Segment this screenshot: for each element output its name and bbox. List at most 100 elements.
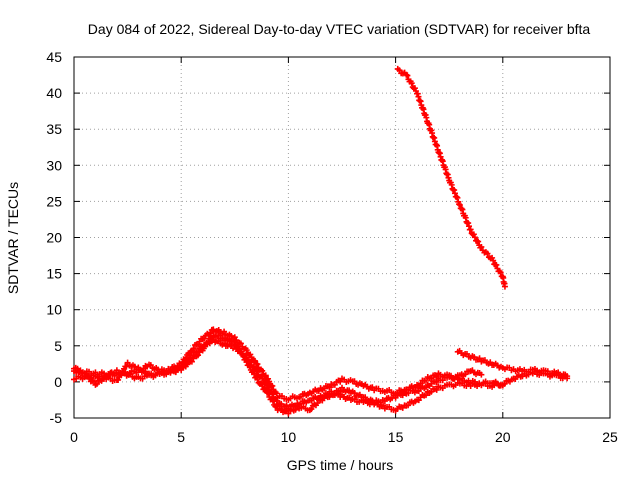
data-point bbox=[266, 378, 273, 385]
y-tick-label: 40 bbox=[46, 85, 62, 101]
x-tick-label: 10 bbox=[281, 429, 297, 445]
y-tick-label: -5 bbox=[50, 410, 63, 426]
data-point bbox=[243, 359, 250, 366]
data-point bbox=[195, 352, 202, 359]
data-point bbox=[262, 386, 269, 393]
data-point bbox=[476, 355, 483, 362]
data-point bbox=[454, 194, 461, 201]
data-point bbox=[456, 202, 463, 209]
data-point bbox=[200, 345, 207, 352]
x-tick-label: 5 bbox=[177, 429, 185, 445]
data-point bbox=[314, 400, 321, 407]
data-point bbox=[259, 383, 266, 390]
ticks bbox=[73, 56, 611, 419]
data-point bbox=[231, 337, 238, 344]
data-point bbox=[253, 367, 260, 374]
series-group bbox=[71, 65, 571, 417]
data-point bbox=[236, 345, 243, 352]
data-point bbox=[243, 347, 250, 354]
x-axis-label: GPS time / hours bbox=[287, 457, 394, 473]
data-point bbox=[497, 269, 504, 276]
series-track-d bbox=[454, 347, 571, 380]
data-point bbox=[201, 335, 208, 342]
data-point bbox=[283, 402, 290, 409]
data-point bbox=[470, 231, 477, 238]
data-point bbox=[269, 397, 276, 404]
data-point bbox=[484, 250, 491, 257]
data-point bbox=[411, 85, 418, 92]
y-tick-label: 20 bbox=[46, 230, 62, 246]
x-tick-label: 15 bbox=[388, 429, 404, 445]
data-point bbox=[245, 362, 252, 369]
data-point bbox=[262, 379, 269, 386]
data-point bbox=[475, 238, 482, 245]
data-point bbox=[422, 377, 429, 384]
data-point bbox=[564, 373, 571, 380]
y-tick-label: 15 bbox=[46, 266, 62, 282]
data-point bbox=[207, 330, 214, 337]
data-point bbox=[451, 190, 458, 197]
data-point bbox=[265, 390, 272, 397]
data-point bbox=[326, 384, 333, 391]
chart-title: Day 084 of 2022, Sidereal Day-to-day VTE… bbox=[88, 21, 591, 37]
x-tick-label: 25 bbox=[602, 429, 618, 445]
data-point bbox=[237, 340, 244, 347]
data-point bbox=[337, 378, 344, 385]
y-tick-label: 45 bbox=[46, 49, 62, 65]
data-point bbox=[396, 67, 403, 74]
x-tick-labels: 0 5 10 15 20 25 bbox=[70, 429, 618, 445]
data-point bbox=[456, 201, 463, 208]
data-point bbox=[90, 378, 97, 385]
data-point bbox=[465, 220, 472, 227]
data-point bbox=[478, 243, 485, 250]
x-tick-label: 20 bbox=[495, 429, 511, 445]
data-point bbox=[458, 205, 465, 212]
data-point bbox=[262, 372, 269, 379]
data-point bbox=[433, 386, 440, 393]
x-tick-label: 0 bbox=[70, 429, 78, 445]
data-point bbox=[308, 406, 315, 413]
data-point bbox=[369, 384, 376, 391]
data-point bbox=[422, 392, 429, 399]
data-point bbox=[501, 283, 508, 290]
data-point bbox=[242, 355, 249, 362]
data-point bbox=[490, 257, 497, 264]
data-point bbox=[462, 214, 469, 221]
y-tick-label: 35 bbox=[46, 121, 62, 137]
data-point bbox=[467, 226, 474, 233]
data-point bbox=[337, 388, 344, 395]
data-point bbox=[451, 187, 458, 194]
data-point bbox=[501, 380, 508, 387]
data-point bbox=[254, 376, 261, 383]
series-track-e bbox=[394, 65, 508, 290]
y-tick-labels: -5 0 5 10 15 20 25 30 35 40 45 bbox=[46, 49, 62, 426]
data-point bbox=[115, 376, 122, 383]
data-point bbox=[453, 193, 460, 200]
data-point bbox=[254, 361, 261, 368]
data-point bbox=[79, 369, 86, 376]
data-point bbox=[433, 379, 440, 386]
data-point bbox=[478, 371, 485, 378]
y-tick-label: 5 bbox=[54, 338, 62, 354]
data-point bbox=[448, 181, 455, 188]
data-point bbox=[184, 361, 191, 368]
data-point bbox=[239, 350, 246, 357]
y-tick-label: 0 bbox=[54, 374, 62, 390]
data-point bbox=[178, 366, 185, 373]
data-point bbox=[190, 345, 197, 352]
data-point bbox=[459, 206, 466, 213]
data-point bbox=[404, 72, 411, 79]
data-point bbox=[465, 223, 472, 230]
y-axis-label: SDTVAR / TECUs bbox=[5, 182, 21, 294]
data-point bbox=[221, 328, 228, 335]
series-track-c bbox=[71, 332, 485, 417]
data-point bbox=[265, 382, 272, 389]
data-point bbox=[93, 380, 100, 387]
data-point bbox=[471, 234, 478, 241]
data-point bbox=[408, 80, 415, 87]
grid bbox=[74, 57, 610, 418]
data-point bbox=[147, 362, 154, 369]
data-point bbox=[246, 363, 253, 370]
y-tick-label: 25 bbox=[46, 193, 62, 209]
